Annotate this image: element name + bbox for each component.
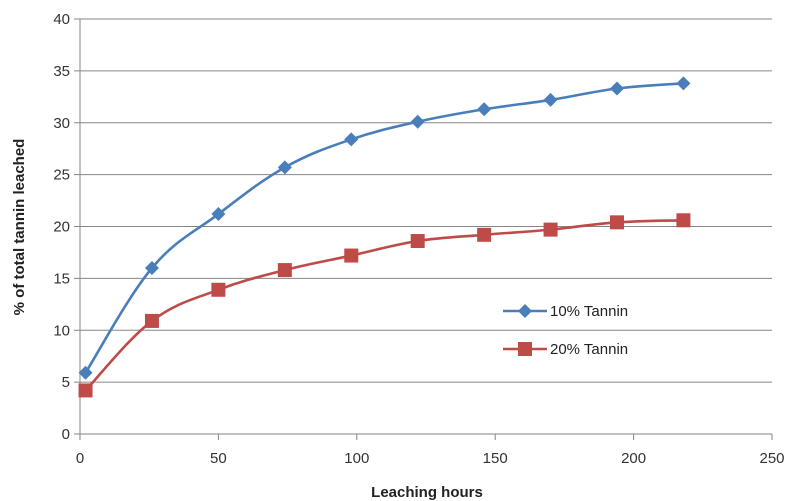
legend-label: 10% Tannin (550, 303, 628, 320)
legend-marker (518, 304, 532, 318)
data-point (477, 227, 492, 242)
y-tick-label: 35 (53, 63, 70, 80)
series-2 (78, 213, 691, 398)
y-tick-label: 30 (53, 115, 70, 132)
data-point (78, 383, 93, 398)
legend-label: 20% Tannin (550, 341, 628, 358)
y-tick-label: 25 (53, 167, 70, 184)
x-tick-label: 100 (344, 450, 369, 467)
data-point (344, 132, 359, 147)
x-tick-label: 250 (759, 450, 784, 467)
x-tick-label: 0 (76, 450, 84, 467)
x-tick-label: 50 (210, 450, 227, 467)
data-point (543, 222, 558, 237)
data-point (410, 114, 425, 129)
axes (74, 18, 773, 440)
legend-item: 20% Tannin (503, 341, 628, 358)
gridlines (80, 18, 772, 383)
legend: 10% Tannin 20% Tannin (503, 303, 628, 358)
data-point (277, 263, 292, 278)
data-point (609, 215, 624, 230)
data-point (211, 207, 226, 222)
x-axis-title: Leaching hours (371, 484, 483, 501)
legend-marker (518, 342, 532, 356)
series-layer (78, 76, 691, 398)
x-tick-label: 150 (483, 450, 508, 467)
x-tick-label: 200 (621, 450, 646, 467)
tick-labels: 0 5 10 15 20 25 30 35 40 0 50 100 150 200 250 (53, 11, 784, 467)
data-point (78, 365, 93, 380)
data-point (676, 76, 691, 91)
legend-item: 10% Tannin (503, 303, 628, 320)
data-point (344, 248, 359, 263)
data-point (477, 102, 492, 117)
data-point (144, 261, 159, 275)
data-point (543, 92, 558, 107)
data-point (144, 313, 159, 328)
y-tick-label: 5 (62, 374, 70, 391)
y-axis-title: % of total tannin leached (11, 139, 28, 316)
y-tick-label: 20 (53, 219, 70, 236)
data-point (277, 160, 292, 175)
y-tick-label: 10 (53, 322, 70, 339)
data-point (676, 213, 691, 228)
y-tick-label: 15 (53, 270, 70, 287)
y-tick-label: 0 (62, 426, 70, 443)
data-point (609, 81, 624, 96)
y-tick-label: 40 (53, 11, 70, 28)
data-point (211, 282, 226, 297)
series-line (84, 82, 684, 374)
data-point (410, 234, 425, 249)
series-1 (78, 76, 691, 380)
series-line (84, 218, 684, 392)
